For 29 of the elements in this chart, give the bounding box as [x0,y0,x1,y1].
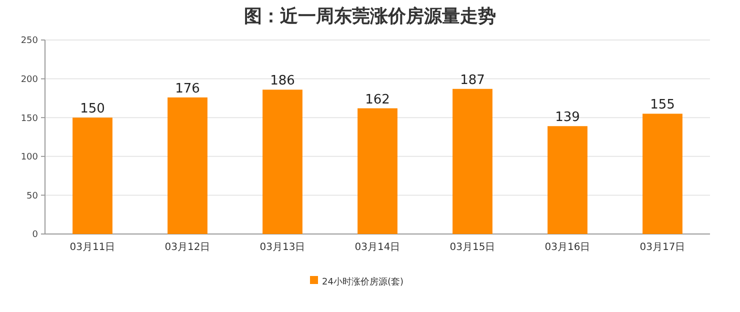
bar [72,118,112,234]
x-tick-label: 03月11日 [70,242,116,253]
x-tick-label: 03月14日 [354,242,400,253]
y-tick-label: 100 [20,152,38,163]
x-tick-label: 03月17日 [640,242,686,253]
bar [358,108,398,234]
data-label: 162 [365,92,390,108]
bar [548,126,588,234]
chart-title: 图：近一周东莞涨价房源量走势 [244,6,496,27]
x-tick-label: 03月15日 [450,242,496,253]
x-tick-label: 03月12日 [164,242,210,253]
data-label: 155 [650,98,675,113]
data-label: 186 [270,74,295,89]
bar [168,97,208,234]
bar [642,114,682,234]
y-tick-label: 0 [32,230,38,240]
y-tick-label: 250 [20,36,38,46]
legend-label: 24小时涨价房源(套) [322,276,404,288]
data-label: 176 [175,81,200,96]
x-tick-label: 03月16日 [544,242,590,253]
y-tick-label: 150 [20,114,38,124]
data-label: 139 [555,110,580,126]
data-label: 150 [80,102,105,117]
y-tick-label: 200 [20,74,38,85]
x-tick-label: 03月13日 [260,242,306,253]
bar [262,90,302,234]
data-label: 187 [460,72,485,88]
bar [452,88,492,234]
y-tick-label: 50 [26,191,38,202]
